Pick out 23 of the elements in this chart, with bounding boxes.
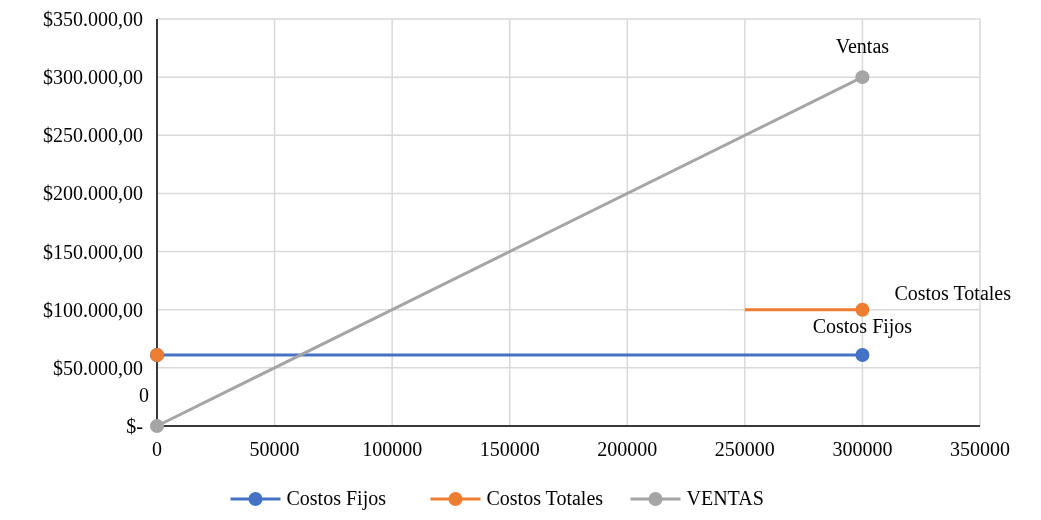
x-tick-label: 0: [152, 438, 162, 460]
annotation: Costos Fijos: [812, 315, 913, 339]
y-tick-label: $50.000,00: [53, 356, 143, 379]
text: 0: [139, 384, 149, 406]
x-tick-label: 300000: [832, 438, 893, 460]
x-tick-label: 150000: [479, 438, 540, 460]
x-tick-label: 50000: [249, 438, 300, 460]
x-tick-label: 350000: [950, 438, 1010, 460]
legend-label: VENTAS: [686, 487, 764, 509]
x-tick-label: 250000: [714, 438, 775, 460]
y-tick-label: $250.000,00: [43, 124, 143, 147]
y-tick-label: $150.000,00: [43, 240, 143, 263]
y-tick-label: $200.000,00: [43, 182, 143, 205]
y-tick-label: $300.000,00: [43, 66, 143, 89]
y-tick-label: $-: [126, 415, 143, 437]
annotation: Costos Totales: [894, 281, 1012, 304]
y-tick-label: $100.000,00: [43, 298, 143, 321]
y-tick-label: $350.000,00: [43, 8, 143, 30]
x-tick-label: 200000: [597, 438, 658, 460]
x-tick-label: 100000: [362, 438, 423, 460]
annotation: Ventas: [835, 35, 890, 58]
legend-label: Costos Totales: [486, 487, 604, 509]
legend-label: Costos Fijos: [286, 487, 387, 510]
